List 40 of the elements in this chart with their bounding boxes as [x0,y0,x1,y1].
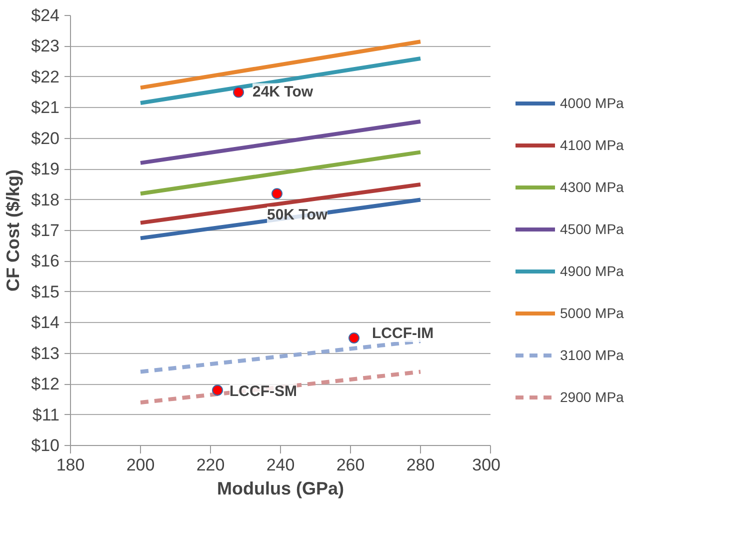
y-tick-label: $19 [31,160,60,179]
legend-label: 4900 MPa [560,262,624,278]
legend-label: 4500 MPa [560,220,624,236]
point [233,86,244,98]
x-tick-label: 280 [406,456,435,474]
y-axis-title: CF Cost ($/kg) [3,169,24,292]
x-tick-label: 240 [266,456,295,474]
y-tick-label: $21 [31,98,60,118]
annotation: 50K Tow [267,206,328,224]
y-tick-label: $18 [31,190,60,210]
y-tick-label: $13 [31,344,60,363]
y-tick-label: $12 [31,374,60,394]
point [212,384,223,396]
x-tick-label: 300 [472,456,501,474]
y-tick-label: $15 [31,282,60,302]
legend-label: 3100 MPa [560,346,624,362]
legend-label: 2900 MPa [560,388,624,404]
point [348,332,360,344]
annotation: LCCF-IM [372,325,434,342]
y-tick-label: $14 [31,313,60,332]
x-tick-label: 220 [196,456,225,474]
y-tick-label: $10 [31,436,60,455]
y-tick-label: $20 [31,128,60,148]
y-tick-label: $24 [31,6,60,25]
legend-label: 4100 MPa [560,136,624,152]
point [272,188,282,200]
legend-label: 4300 MPa [560,178,624,194]
x-tick-label: 260 [336,456,365,474]
legend-label: 4000 MPa [560,94,624,110]
y-tick-label: $11 [32,405,60,424]
x-tick-label: 200 [126,456,155,474]
annotation: 24K Tow [252,83,314,100]
x-axis-title: Modulus (GPa) [217,478,344,498]
y-tick-label: $22 [31,67,60,86]
y-tick-label: $16 [31,252,60,271]
y-tick-label: $23 [31,36,60,56]
legend-label: 5000 MPa [560,304,624,320]
x-tick-label: 180 [56,456,85,474]
y-tick-label: $17 [31,221,60,240]
annotation: LCCF-SM [230,383,297,400]
